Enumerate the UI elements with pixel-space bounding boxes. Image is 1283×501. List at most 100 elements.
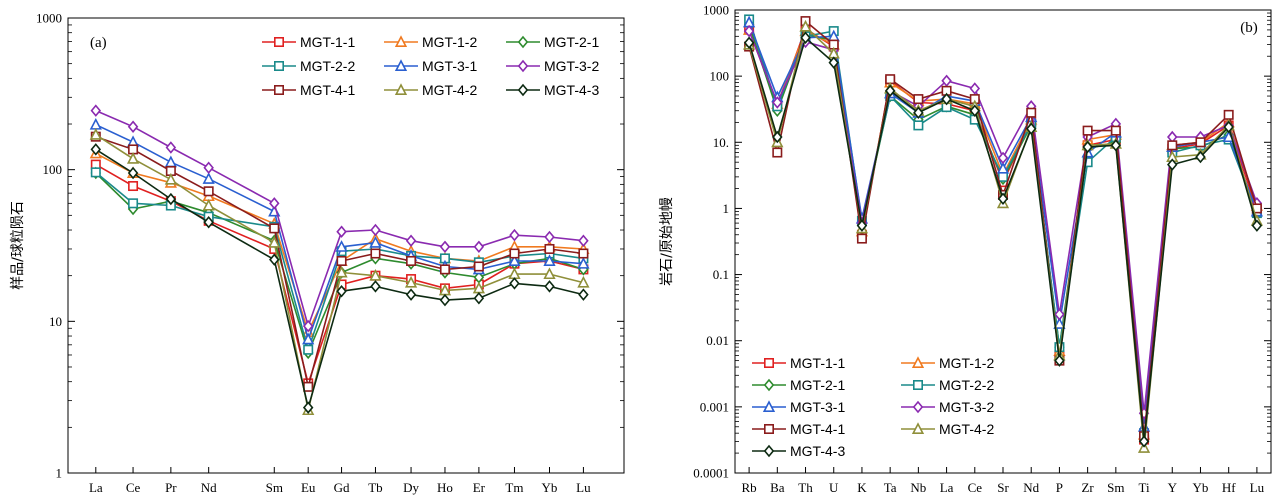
x-tick-label-Lu: Lu bbox=[576, 480, 591, 495]
x-tick-label-Rb: Rb bbox=[742, 480, 757, 495]
legend-marker bbox=[273, 85, 284, 96]
data-point bbox=[90, 104, 102, 117]
data-point bbox=[369, 235, 382, 248]
data-point bbox=[1054, 354, 1065, 367]
legend-label: MGT-4-3 bbox=[544, 82, 599, 98]
data-point bbox=[128, 181, 139, 192]
series-line bbox=[748, 19, 1258, 435]
series-line bbox=[748, 20, 1258, 438]
data-point bbox=[1223, 109, 1234, 120]
legend-marker bbox=[273, 60, 284, 71]
data-point bbox=[1110, 139, 1122, 152]
legend-item: MGT-2-2 bbox=[262, 58, 355, 74]
data-point bbox=[997, 192, 1009, 206]
data-point bbox=[165, 192, 177, 206]
series-MGT-3-2 bbox=[90, 104, 589, 333]
panel-label: (a) bbox=[90, 35, 107, 51]
data-point bbox=[884, 84, 896, 98]
data-point bbox=[269, 223, 280, 234]
legend: MGT-1-1 MGT-1-2 MGT-2-1 MGT-2-2 MGT-3-1 MGT-3… bbox=[752, 355, 994, 459]
data-point bbox=[543, 254, 556, 266]
data-point bbox=[370, 248, 381, 259]
y-tick-label: 1000 bbox=[36, 11, 62, 26]
x-tick-label-Yb: Yb bbox=[1193, 480, 1209, 495]
data-point bbox=[772, 130, 783, 144]
data-point bbox=[302, 332, 315, 345]
data-point bbox=[269, 197, 280, 210]
x-tick-label-Nd: Nd bbox=[201, 480, 217, 495]
x-tick-label-Ba: Ba bbox=[770, 480, 785, 495]
legend-item: MGT-3-2 bbox=[901, 399, 994, 415]
data-point bbox=[997, 171, 1008, 182]
legend-label: MGT-4-1 bbox=[300, 82, 355, 98]
legend-item: MGT-4-2 bbox=[901, 421, 994, 437]
x-tick-label-K: K bbox=[857, 480, 867, 495]
data-point bbox=[370, 280, 381, 293]
legend-marker bbox=[763, 423, 774, 434]
x-tick-label-Ce: Ce bbox=[126, 480, 141, 495]
legend-label: MGT-2-1 bbox=[544, 34, 599, 50]
x-tick-label-Ho: Ho bbox=[437, 480, 453, 495]
data-point bbox=[404, 275, 418, 288]
data-point bbox=[303, 381, 314, 392]
data-point bbox=[578, 248, 589, 259]
legend-marker bbox=[911, 422, 925, 435]
series-MGT-2-2 bbox=[744, 14, 1262, 439]
data-point bbox=[1167, 158, 1178, 171]
data-point bbox=[302, 319, 314, 333]
legend-item: MGT-4-3 bbox=[752, 443, 845, 459]
x-tick-label-Dy: Dy bbox=[403, 480, 419, 495]
data-point bbox=[508, 254, 521, 266]
data-point bbox=[941, 74, 952, 88]
data-point bbox=[303, 344, 314, 355]
x-tick-label-Yb: Yb bbox=[542, 480, 558, 495]
data-point bbox=[203, 216, 214, 229]
data-point bbox=[743, 36, 755, 49]
x-tick-label-Sm: Sm bbox=[1107, 480, 1124, 495]
legend-item: MGT-4-1 bbox=[262, 82, 355, 98]
legend-item: MGT-1-2 bbox=[384, 34, 477, 50]
data-point bbox=[405, 234, 417, 247]
data-point bbox=[743, 24, 755, 38]
data-point bbox=[578, 288, 589, 301]
series-line bbox=[95, 163, 584, 385]
data-point bbox=[856, 219, 868, 232]
legend-item: MGT-1-1 bbox=[752, 355, 845, 371]
data-point bbox=[799, 19, 812, 32]
data-point bbox=[509, 228, 520, 242]
data-point bbox=[1026, 107, 1037, 118]
legend-item: MGT-1-2 bbox=[901, 355, 994, 371]
data-point bbox=[269, 253, 280, 266]
x-tick-label-Ce: Ce bbox=[968, 480, 983, 495]
legend-item: MGT-3-1 bbox=[752, 399, 845, 415]
data-point bbox=[90, 167, 101, 178]
legend-marker bbox=[763, 444, 775, 458]
data-point bbox=[202, 198, 215, 211]
data-point bbox=[127, 120, 139, 133]
series-line bbox=[95, 135, 584, 388]
x-tick-label-Nd: Nd bbox=[1023, 480, 1039, 495]
legend-label: MGT-1-2 bbox=[939, 355, 994, 371]
data-point bbox=[335, 265, 348, 278]
data-point bbox=[302, 401, 314, 414]
data-point bbox=[90, 143, 102, 156]
data-point bbox=[439, 293, 451, 307]
data-point bbox=[509, 248, 520, 259]
x-tick-label-Nb: Nb bbox=[910, 480, 926, 495]
plot-frame bbox=[67, 17, 625, 474]
legend-item: MGT-1-1 bbox=[262, 34, 355, 50]
x-tick-label-U: U bbox=[829, 480, 839, 495]
x-tick-label-Lu: Lu bbox=[1250, 480, 1265, 495]
data-point bbox=[1082, 140, 1093, 154]
series-line bbox=[95, 134, 584, 411]
legend-item: MGT-4-2 bbox=[384, 82, 477, 98]
x-tick-label-Tm: Tm bbox=[505, 480, 523, 495]
data-point bbox=[1110, 125, 1121, 136]
data-point bbox=[941, 92, 952, 106]
data-point bbox=[1195, 137, 1206, 148]
data-point bbox=[913, 106, 924, 119]
y-tick-label: 10 bbox=[49, 314, 62, 329]
data-point bbox=[543, 267, 556, 280]
data-point bbox=[126, 152, 140, 164]
